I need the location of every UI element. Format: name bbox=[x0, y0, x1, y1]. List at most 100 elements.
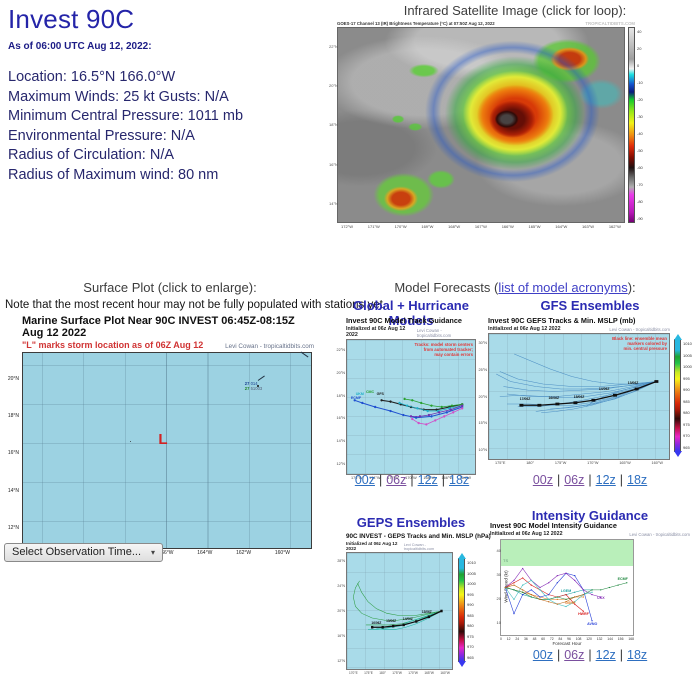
tick-label: 160°W bbox=[440, 671, 450, 675]
tick-label: 985 bbox=[467, 612, 474, 618]
surface-plot-subtitle-row: "L" marks storm location as of 06Z Aug 1… bbox=[22, 340, 314, 350]
tick-label: 980 bbox=[683, 410, 690, 416]
surface-plot-title: Marine Surface Plot Near 90C INVEST 06:4… bbox=[22, 315, 295, 339]
tick-label: 164°W bbox=[197, 550, 213, 556]
lat-axis: 30°N 25°N 20°N 15°N 10°N bbox=[478, 334, 488, 461]
station-temp: 27 bbox=[244, 381, 250, 387]
tick-label: 20°N bbox=[329, 83, 338, 89]
tick-label: 1000 bbox=[467, 581, 476, 587]
buoy-station-plot: 27 014 27 51003 bbox=[244, 375, 265, 391]
lon-axis: 176°W 174°W 172°W 170°W 168°W 166°W 164°W bbox=[346, 476, 476, 480]
gefs-tracks-chart[interactable]: Invest 90C GEFS Tracks & Min. MSLP (mb) … bbox=[479, 316, 694, 465]
time-link-18z[interactable]: 18z bbox=[627, 648, 648, 662]
tick-label: 990 bbox=[467, 602, 474, 608]
credit-text: Levi Cowan - tropicaltidbits.com bbox=[416, 328, 452, 338]
tick-label: 16°N bbox=[337, 633, 345, 638]
model-track-guidance-chart[interactable]: Invest 90C Model Track Guidance Initiali… bbox=[337, 316, 478, 480]
text-line: Tracks: model storm centers bbox=[414, 342, 473, 347]
tick-label: 167°W bbox=[474, 224, 487, 229]
satellite-lon-axis: 172°W 171°W 170°W 169°W 168°W 167°W 166°W 165°W… bbox=[337, 224, 625, 229]
model-label: AVNO bbox=[587, 622, 598, 627]
tick-label: 165°W bbox=[619, 461, 631, 465]
tick-label: 24 bbox=[515, 637, 520, 641]
tick-label: 1005 bbox=[683, 352, 692, 358]
time-link-06z[interactable]: 06z bbox=[564, 473, 585, 487]
credit-text: Levi Cowan - tropicaltidbits.com bbox=[403, 543, 435, 551]
tick-label: 14°N bbox=[336, 439, 345, 444]
tick-label: -70 bbox=[637, 182, 643, 187]
time-link-00z[interactable]: 00z bbox=[532, 648, 553, 662]
chevron-down-icon: ▾ bbox=[151, 547, 156, 557]
surface-plot-image[interactable]: Marine Surface Plot Near 90C INVEST 06:4… bbox=[8, 315, 314, 556]
station-id: 51003 bbox=[250, 385, 263, 391]
tick-label: 164°W bbox=[459, 476, 471, 480]
tick-label: 144 bbox=[607, 637, 613, 641]
tick-label: 16°N bbox=[336, 416, 345, 421]
wind-barb-icon bbox=[300, 351, 309, 358]
tick-label: 20°N bbox=[336, 370, 345, 375]
credit-text: Levi Cowan - tropicaltidbits.com bbox=[629, 532, 690, 537]
satellite-body: 40 20 0 -10 -20 -30 -40 -50 -60 -70 -80 -90 22°N 20°… bbox=[329, 27, 647, 223]
tick-label: 25°N bbox=[478, 367, 487, 372]
tick-label: 40 bbox=[496, 547, 501, 553]
tick-label: 0 bbox=[500, 637, 502, 641]
tick-label: 120 bbox=[586, 637, 592, 641]
geps-tracks-chart[interactable]: 90C INVEST - GEPS Tracks and Min. MSLP (… bbox=[337, 533, 490, 675]
tick-label: 168°W bbox=[448, 224, 461, 229]
panel-title-intensity-guidance: Intensity Guidance bbox=[531, 508, 649, 523]
tick-label: 168 bbox=[628, 637, 634, 641]
time-link-06z[interactable]: 06z bbox=[564, 648, 585, 662]
tick-label: 172°W bbox=[387, 476, 399, 480]
track-label: CMC bbox=[365, 390, 375, 395]
tick-label: -40 bbox=[637, 131, 643, 136]
surface-plot-map: L 27 014 27 51003 20°N 18°N 16°N 14°N 12°N bbox=[8, 351, 312, 549]
satellite-image[interactable]: GOES-17 Channel 13 (IR) Brightness Tempe… bbox=[329, 21, 647, 229]
time-link-12z[interactable]: 12z bbox=[595, 648, 616, 662]
tick-label: 12 bbox=[506, 637, 511, 641]
time-link-00z[interactable]: 00z bbox=[532, 473, 553, 487]
separator: | bbox=[588, 473, 592, 487]
model-acronyms-link[interactable]: list of model acronyms bbox=[498, 280, 628, 295]
tick-label: 1010 bbox=[683, 341, 692, 346]
tick-label: 132 bbox=[596, 637, 603, 641]
tick-label: 14°N bbox=[7, 487, 19, 494]
tick-label: 160°W bbox=[651, 461, 663, 465]
time-link-18z[interactable]: 18z bbox=[627, 473, 648, 487]
time-link-06z[interactable]: 06z bbox=[386, 473, 407, 487]
track-label: 13/06Z bbox=[421, 610, 432, 615]
panel-title-global-models: Global + Hurricane Models bbox=[353, 298, 469, 328]
time-link-18z[interactable]: 18z bbox=[449, 473, 470, 487]
chart-title: Invest 90C Model Intensity Guidance bbox=[490, 521, 617, 530]
surface-plot-note: Note that the most recent hour may not b… bbox=[5, 299, 386, 311]
intensity-guidance-chart[interactable]: Invest 90C Model Intensity Guidance Init… bbox=[490, 521, 696, 646]
satellite-colorbar-ticks: 40 20 0 -10 -20 -30 -40 -50 -60 -70 -80 -90 bbox=[637, 29, 643, 221]
time-link-12z[interactable]: 12z bbox=[595, 473, 616, 487]
tick-label: 970 bbox=[683, 433, 690, 439]
tick-label: 16°N bbox=[7, 450, 19, 457]
track-label: 16/06Z bbox=[548, 395, 560, 400]
tick-label: 108 bbox=[575, 637, 582, 641]
observation-time-select[interactable]: Select Observation Time... ▾ bbox=[4, 543, 164, 562]
tick-label: 12°N bbox=[337, 658, 345, 663]
time-link-12z[interactable]: 12z bbox=[417, 473, 438, 487]
text-line: min. central pressure bbox=[623, 346, 667, 352]
satellite-map bbox=[337, 27, 625, 223]
station-dot bbox=[129, 440, 132, 443]
separator: | bbox=[410, 473, 414, 487]
tick-label: 975 bbox=[467, 633, 474, 639]
satellite-image-title: GOES-17 Channel 13 (IR) Brightness Tempe… bbox=[337, 21, 495, 26]
time-link-00z[interactable]: 00z bbox=[354, 473, 375, 487]
tick-label: 163°W bbox=[582, 224, 595, 229]
tick-label: -20 bbox=[637, 97, 643, 102]
station-dot bbox=[256, 385, 259, 388]
separator: | bbox=[378, 473, 383, 487]
tick-label: 169°W bbox=[421, 224, 434, 229]
text-line: from automated tracker; bbox=[423, 347, 473, 353]
mslp-colorbar-ticks: 1010 1005 1000 995 990 985 980 975 970 965 bbox=[467, 560, 476, 660]
tick-label: 995 bbox=[683, 375, 690, 381]
tick-label: 48 bbox=[532, 637, 537, 641]
separator: | bbox=[588, 648, 592, 662]
tick-label: 165°W bbox=[424, 671, 434, 675]
tick-label: -10 bbox=[637, 80, 643, 85]
